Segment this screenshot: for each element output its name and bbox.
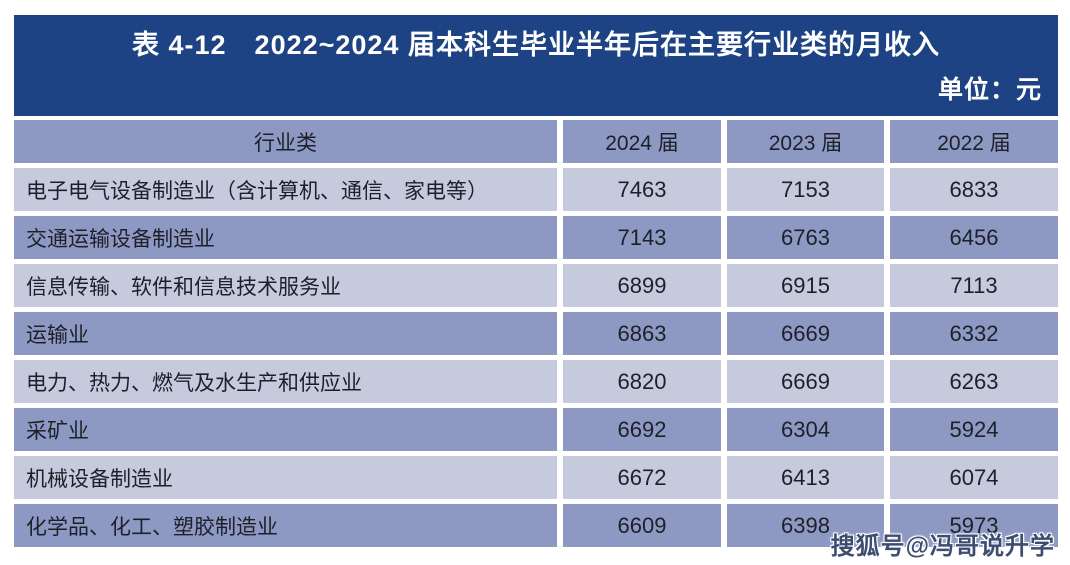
table-title: 表 4-12 2022~2024 届本科生毕业半年后在主要行业类的月收入 <box>132 30 940 60</box>
value-2023: 7153 <box>727 168 884 211</box>
value-2023: 6763 <box>727 216 884 259</box>
value-2024: 6863 <box>563 312 721 355</box>
value-2022: 6332 <box>890 312 1058 355</box>
industry-name: 信息传输、软件和信息技术服务业 <box>14 264 557 307</box>
unit-label: 单位：元 <box>937 76 1042 104</box>
industry-name: 化学品、化工、塑胶制造业 <box>14 504 557 547</box>
value-2023: 6413 <box>727 456 884 499</box>
value-2023: 6669 <box>727 360 884 403</box>
industry-name: 交通运输设备制造业 <box>14 216 557 259</box>
value-2024: 6692 <box>563 408 721 451</box>
value-2022: 6833 <box>890 168 1058 211</box>
value-2023: 6915 <box>727 264 884 307</box>
value-2022: 7113 <box>890 264 1058 307</box>
value-2024: 7143 <box>563 216 721 259</box>
value-2022: 5973 <box>890 504 1058 547</box>
value-2023: 6398 <box>727 504 884 547</box>
column-header-industry: 行业类 <box>14 120 557 163</box>
value-2023: 6669 <box>727 312 884 355</box>
value-2024: 6899 <box>563 264 721 307</box>
table-title-band: 表 4-12 2022~2024 届本科生毕业半年后在主要行业类的月收入 单位：… <box>14 15 1058 116</box>
industry-name: 电力、热力、燃气及水生产和供应业 <box>14 360 557 403</box>
value-2022: 5924 <box>890 408 1058 451</box>
value-2024: 7463 <box>563 168 721 211</box>
industry-name: 运输业 <box>14 312 557 355</box>
industry-name: 电子电气设备制造业（含计算机、通信、家电等） <box>14 168 557 211</box>
value-2022: 6263 <box>890 360 1058 403</box>
value-2024: 6672 <box>563 456 721 499</box>
column-header-2024: 2024 届 <box>563 120 721 163</box>
value-2022: 6456 <box>890 216 1058 259</box>
value-2023: 6304 <box>727 408 884 451</box>
industry-name: 采矿业 <box>14 408 557 451</box>
industry-name: 机械设备制造业 <box>14 456 557 499</box>
column-header-2022: 2022 届 <box>890 120 1058 163</box>
value-2022: 6074 <box>890 456 1058 499</box>
data-grid: 行业类 2024 届 2023 届 2022 届 电子电气设备制造业（含计算机、… <box>14 120 1058 547</box>
column-header-2023: 2023 届 <box>727 120 884 163</box>
value-2024: 6609 <box>563 504 721 547</box>
value-2024: 6820 <box>563 360 721 403</box>
income-table: 表 4-12 2022~2024 届本科生毕业半年后在主要行业类的月收入 单位：… <box>14 15 1058 547</box>
